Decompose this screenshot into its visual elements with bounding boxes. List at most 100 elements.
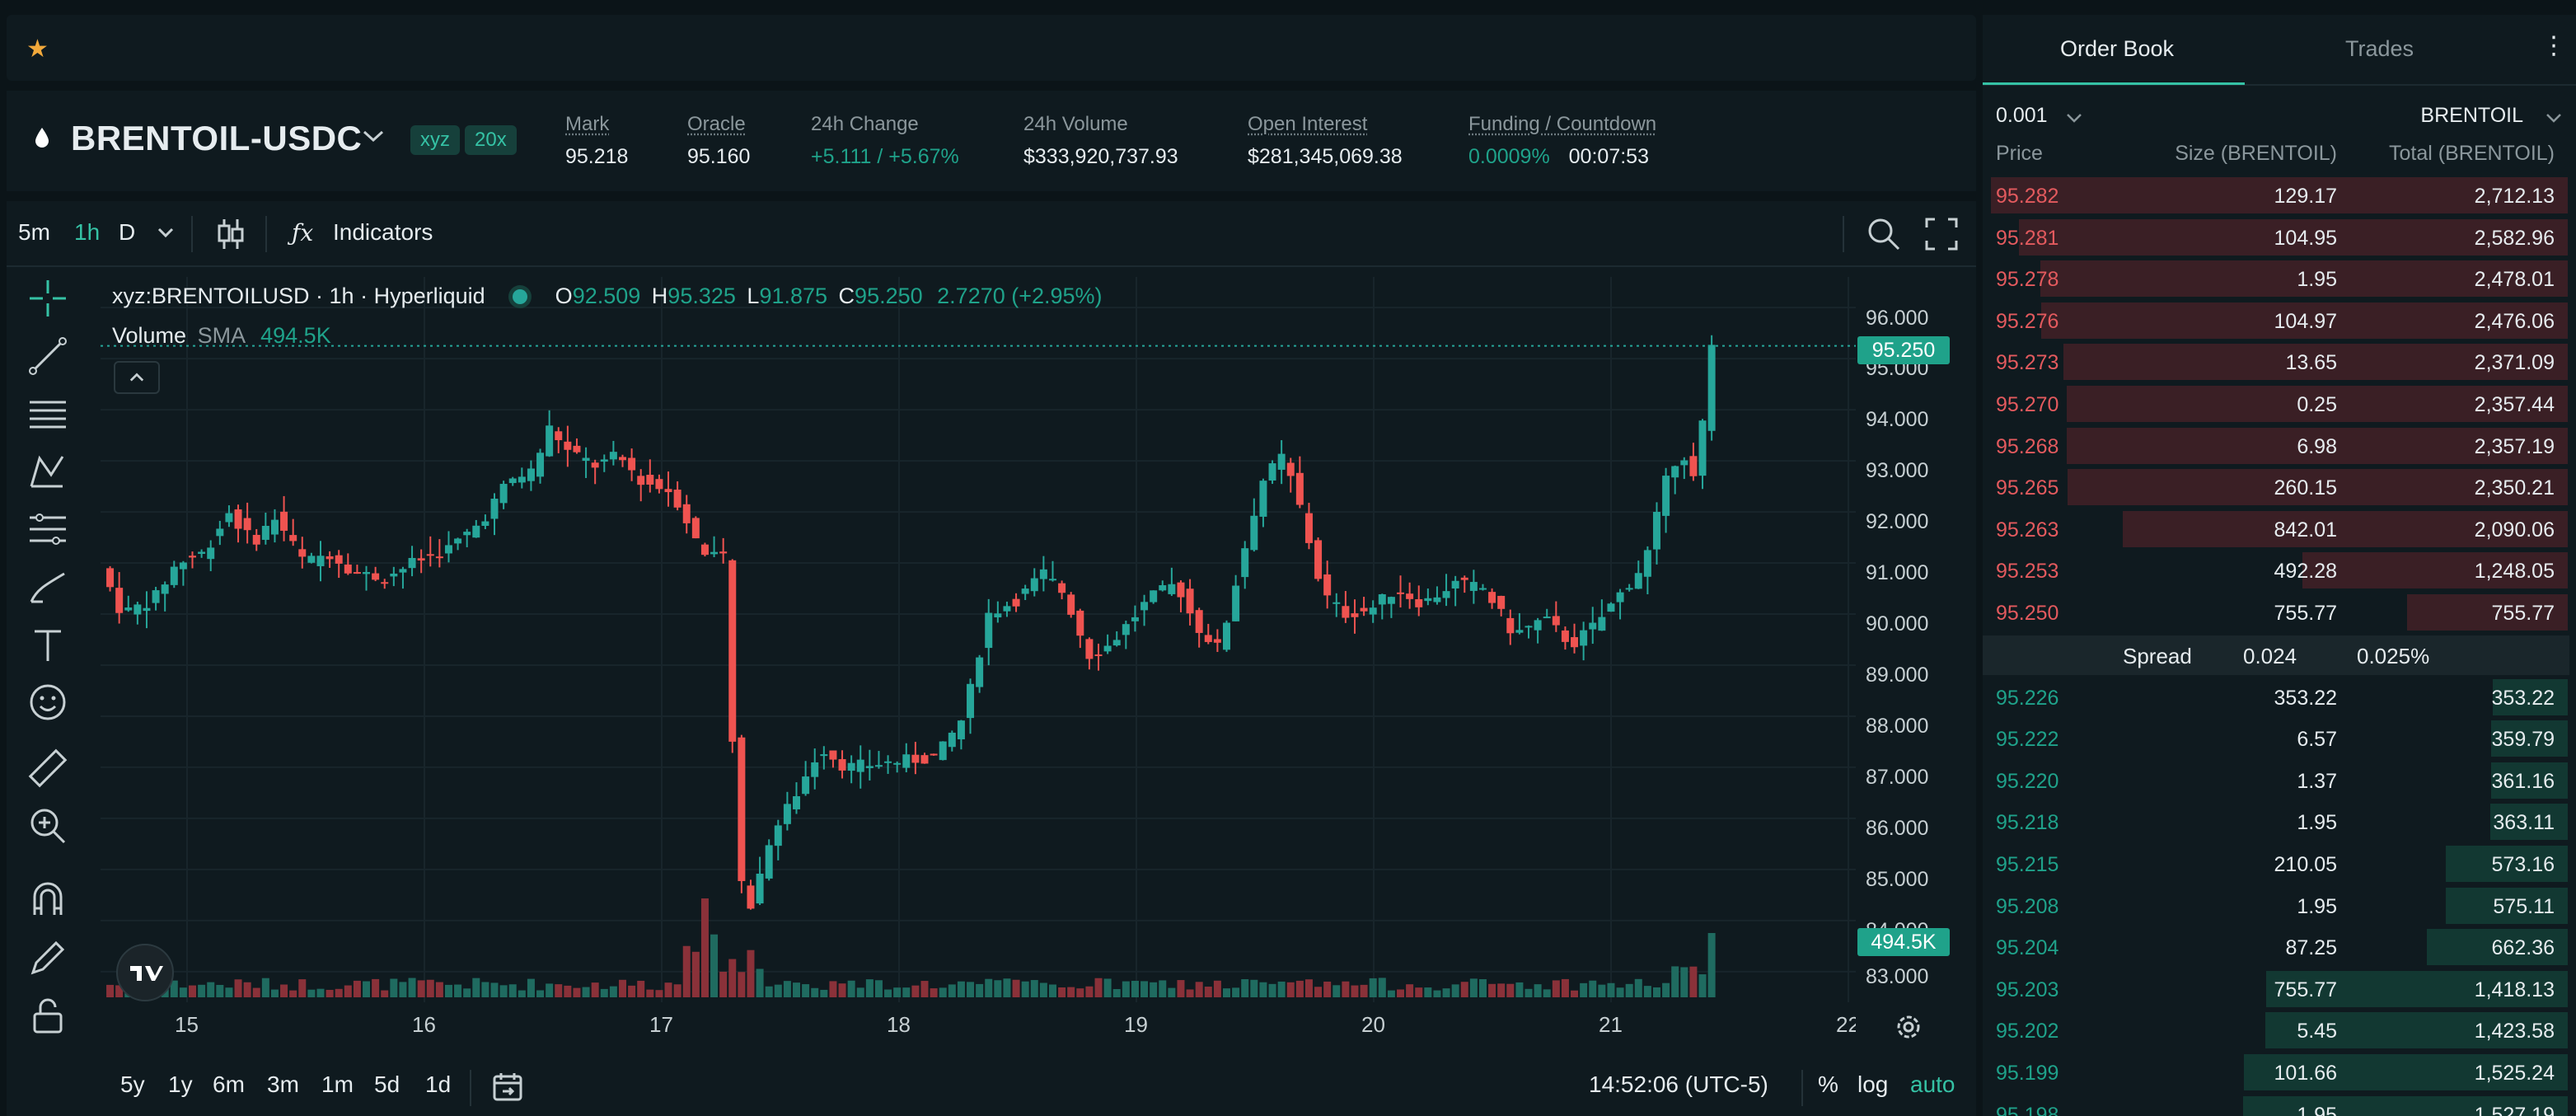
interval-1h[interactable]: 1h <box>74 219 101 245</box>
fx-icon[interactable]: ƒx <box>292 219 314 246</box>
brush-icon[interactable] <box>26 565 69 608</box>
range-6m[interactable]: 6m <box>213 1071 245 1097</box>
range-5d[interactable]: 5d <box>374 1071 400 1097</box>
range-3m[interactable]: 3m <box>267 1071 299 1097</box>
interval-chevron-down-icon[interactable] <box>157 226 175 239</box>
indicators-button[interactable]: Indicators <box>333 219 433 245</box>
price-axis[interactable]: 96.000 95.000 94.000 93.000 92.000 91.00… <box>1857 277 1976 1002</box>
pattern-icon[interactable] <box>26 450 69 493</box>
price-chart[interactable] <box>101 277 1856 1002</box>
bid-row[interactable]: 95.204 87.25 662.36 <box>1983 926 2576 968</box>
clock-time[interactable]: 14:52:06 (UTC-5) <box>1589 1071 1768 1097</box>
fib-icon[interactable] <box>26 508 69 551</box>
ask-row[interactable]: 95.276 104.97 2,476.06 <box>1983 300 2576 341</box>
oracle-label[interactable]: Oracle <box>687 113 746 135</box>
funding-countdown: 00:07:53 <box>1568 145 1649 168</box>
range-1m[interactable]: 1m <box>321 1071 354 1097</box>
funding-label[interactable]: Funding / Countdown <box>1468 113 1657 135</box>
candle-up <box>152 590 160 603</box>
bid-row[interactable]: 95.226 353.22 353.22 <box>1983 677 2576 718</box>
ask-row[interactable]: 95.250 755.77 755.77 <box>1983 592 2576 633</box>
candle-down <box>564 441 572 450</box>
volume-bar <box>1250 979 1258 997</box>
ruler-icon[interactable] <box>26 747 69 790</box>
zoom-in-icon[interactable] <box>26 804 69 847</box>
ask-row[interactable]: 95.281 104.95 2,582.96 <box>1983 217 2576 258</box>
bid-row[interactable]: 95.222 6.57 359.79 <box>1983 718 2576 759</box>
range-1y[interactable]: 1y <box>168 1071 193 1097</box>
trendline-icon[interactable] <box>26 335 69 377</box>
mark-label[interactable]: Mark <box>565 113 610 135</box>
legend-high: 95.325 <box>667 284 736 308</box>
chevron-down-icon[interactable] <box>361 127 386 145</box>
zoom-search-icon[interactable] <box>1864 214 1904 254</box>
range-5y[interactable]: 5y <box>120 1071 145 1097</box>
candle-down <box>243 518 251 531</box>
auto-toggle[interactable]: auto <box>1910 1071 1955 1097</box>
volume-bar <box>655 990 663 997</box>
candle-down <box>700 544 709 556</box>
horizontal-lines-icon[interactable] <box>26 392 69 435</box>
bid-row[interactable]: 95.220 1.37 361.16 <box>1983 760 2576 801</box>
bid-total: 361.16 <box>2491 769 2555 793</box>
candle-up <box>1268 463 1276 481</box>
bid-size: 755.77 <box>2274 978 2337 1001</box>
tick-chevron-down-icon[interactable] <box>2065 112 2083 124</box>
magnet-icon[interactable] <box>26 879 69 921</box>
interval-5m[interactable]: 5m <box>18 219 50 245</box>
bid-row[interactable]: 95.198 1.95 1,527.19 <box>1983 1094 2576 1116</box>
range-1d[interactable]: 1d <box>425 1071 452 1097</box>
log-toggle[interactable]: log <box>1857 1071 1889 1097</box>
star-icon[interactable]: ★ <box>26 35 49 63</box>
candle-up <box>124 607 133 611</box>
volume-bar <box>1561 978 1569 997</box>
ask-row[interactable]: 95.270 0.25 2,357.44 <box>1983 383 2576 424</box>
interval-d[interactable]: D <box>119 219 136 245</box>
ask-row[interactable]: 95.273 13.65 2,371.09 <box>1983 341 2576 382</box>
ask-row[interactable]: 95.263 842.01 2,090.06 <box>1983 509 2576 550</box>
unit-chevron-down-icon[interactable] <box>2545 112 2563 124</box>
tab-trades[interactable]: Trades <box>2345 36 2414 61</box>
volume-bar <box>1451 984 1459 997</box>
ask-row[interactable]: 95.278 1.95 2,478.01 <box>1983 258 2576 299</box>
bid-row[interactable]: 95.203 755.77 1,418.13 <box>1983 968 2576 1010</box>
bid-row[interactable]: 95.202 5.45 1,423.58 <box>1983 1010 2576 1051</box>
volume-bar <box>417 980 425 997</box>
settings-gear-icon[interactable] <box>1894 1012 1923 1042</box>
open-interest-label[interactable]: Open Interest <box>1248 113 1368 135</box>
more-menu-icon[interactable]: ⋮ <box>2541 32 2566 59</box>
collapse-legend-icon[interactable] <box>114 361 160 394</box>
emoji-icon[interactable] <box>26 681 69 724</box>
fullscreen-icon[interactable] <box>1923 216 1960 252</box>
ask-row[interactable]: 95.265 260.15 2,350.21 <box>1983 467 2576 508</box>
bid-size: 1.95 <box>2297 894 2337 918</box>
bid-row[interactable]: 95.215 210.05 573.16 <box>1983 843 2576 884</box>
percent-toggle[interactable]: % <box>1818 1071 1838 1097</box>
candle-up <box>518 476 526 483</box>
bid-row[interactable]: 95.199 101.66 1,525.24 <box>1983 1052 2576 1093</box>
candle-style-icon[interactable] <box>216 216 246 252</box>
volume-bar <box>527 978 535 997</box>
price-tick: 89.000 <box>1866 664 1929 687</box>
ask-row[interactable]: 95.282 129.17 2,712.13 <box>1983 175 2576 216</box>
ask-row[interactable]: 95.268 6.98 2,357.19 <box>1983 425 2576 467</box>
tick-size-select[interactable]: 0.001 <box>1996 104 2048 127</box>
unit-select[interactable]: BRENTOIL <box>2420 104 2523 127</box>
bid-row[interactable]: 95.218 1.95 363.11 <box>1983 801 2576 842</box>
text-icon[interactable] <box>26 623 69 666</box>
candle-up <box>1652 512 1660 550</box>
tab-order-book[interactable]: Order Book <box>2060 36 2175 61</box>
time-axis[interactable]: 15 16 17 18 19 20 21 22 <box>101 1006 1856 1047</box>
ask-depth-bar <box>2066 427 2568 464</box>
edit-lock-icon[interactable] <box>26 936 69 979</box>
lock-icon[interactable] <box>26 994 69 1037</box>
crosshair-icon[interactable] <box>26 277 69 320</box>
candle-down <box>252 534 260 545</box>
ask-row[interactable]: 95.253 492.28 1,248.05 <box>1983 550 2576 591</box>
volume-bar <box>298 979 307 997</box>
tradingview-logo-icon[interactable] <box>115 943 175 1002</box>
bid-row[interactable]: 95.208 1.95 575.11 <box>1983 885 2576 926</box>
calendar-goto-icon[interactable] <box>491 1070 524 1103</box>
market-symbol[interactable]: BRENTOIL-USDC <box>71 119 363 157</box>
volume-bar <box>435 982 443 997</box>
